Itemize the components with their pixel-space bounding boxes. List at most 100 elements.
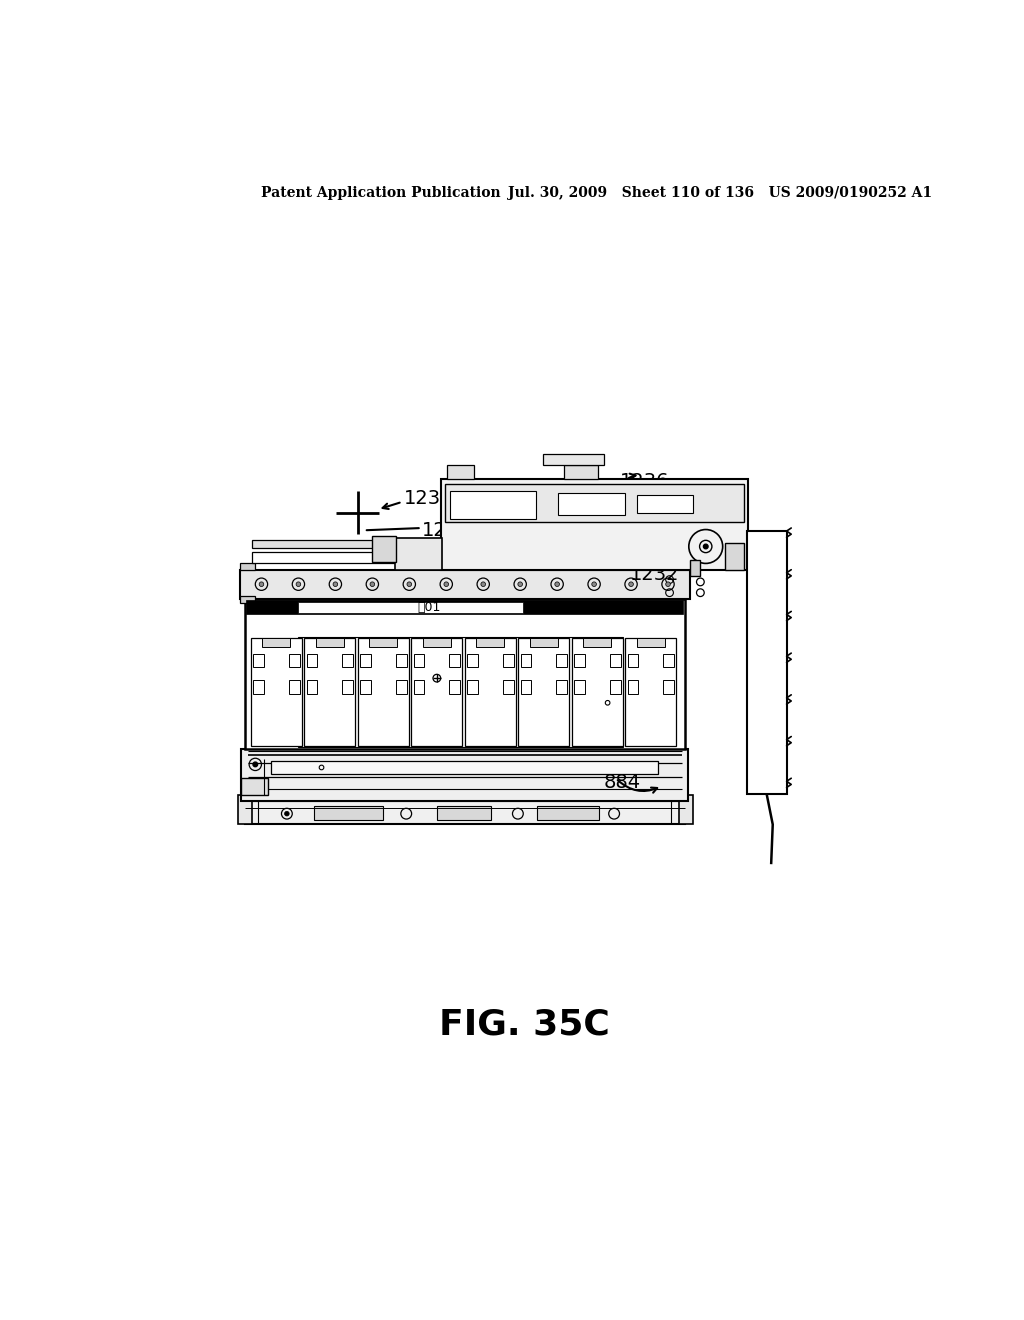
Text: FIG. 35C: FIG. 35C (439, 1007, 610, 1041)
Bar (626, 638, 677, 746)
Bar (628, 680, 638, 693)
Bar (556, 653, 567, 668)
Bar (437, 807, 490, 820)
Bar (556, 680, 567, 693)
Circle shape (481, 582, 485, 586)
Bar (571, 638, 623, 746)
Bar (262, 638, 291, 647)
Bar (239, 795, 252, 825)
Circle shape (333, 582, 338, 586)
Bar (610, 653, 621, 668)
Circle shape (285, 812, 289, 816)
Bar (637, 638, 665, 647)
Text: 1236A: 1236A (422, 521, 484, 540)
Bar (304, 638, 355, 746)
Bar (444, 484, 744, 523)
Circle shape (253, 762, 258, 767)
Bar (242, 779, 268, 795)
Bar (298, 638, 624, 747)
Bar (240, 570, 689, 599)
Bar (342, 680, 353, 693)
Bar (240, 595, 255, 603)
Bar (476, 638, 505, 647)
Circle shape (296, 582, 301, 586)
Bar (450, 653, 460, 668)
Bar (529, 638, 558, 647)
Bar (544, 454, 604, 465)
Bar (251, 638, 302, 746)
Bar (342, 653, 353, 668)
Bar (240, 564, 255, 570)
Bar (372, 536, 396, 562)
Bar (412, 638, 463, 746)
Bar (370, 638, 397, 647)
Text: Jul. 30, 2009   Sheet 110 of 136   US 2009/0190252 A1: Jul. 30, 2009 Sheet 110 of 136 US 2009/0… (508, 186, 932, 201)
Circle shape (592, 582, 596, 586)
Circle shape (259, 582, 264, 586)
Bar (360, 653, 371, 668)
Bar (441, 479, 749, 570)
Bar (414, 680, 424, 693)
Bar (746, 531, 786, 793)
Bar (467, 680, 478, 693)
Bar (315, 638, 344, 647)
Text: 鐰01: 鐰01 (418, 601, 441, 614)
Circle shape (703, 544, 708, 549)
Bar (725, 543, 744, 570)
Text: 1282: 1282 (622, 504, 672, 524)
Text: 1236B: 1236B (403, 490, 467, 508)
Circle shape (407, 582, 412, 586)
Bar (689, 560, 700, 576)
Bar (414, 653, 424, 668)
Bar (289, 653, 300, 668)
Bar (306, 680, 317, 693)
Bar (246, 601, 683, 614)
Bar (574, 653, 585, 668)
Bar (467, 653, 478, 668)
Bar (564, 465, 598, 479)
Text: 884: 884 (604, 772, 641, 792)
Text: 1232: 1232 (630, 565, 679, 583)
Bar (465, 638, 516, 746)
Bar (289, 680, 300, 693)
Bar (450, 680, 460, 693)
Text: Patent Application Publication: Patent Application Publication (261, 186, 501, 201)
Bar (298, 602, 523, 612)
Bar (245, 599, 685, 748)
Bar (503, 653, 514, 668)
Bar (253, 680, 264, 693)
Circle shape (629, 582, 634, 586)
Circle shape (518, 582, 522, 586)
Bar (423, 638, 451, 647)
Circle shape (444, 582, 449, 586)
Bar (451, 491, 537, 519)
Bar (520, 653, 531, 668)
Bar (252, 552, 441, 564)
Bar (610, 680, 621, 693)
Bar (357, 638, 409, 746)
Bar (396, 680, 407, 693)
Circle shape (370, 582, 375, 586)
Bar (245, 801, 685, 825)
Circle shape (666, 582, 671, 586)
Bar (394, 537, 442, 570)
Bar (242, 748, 688, 801)
Bar (313, 807, 383, 820)
Bar (503, 680, 514, 693)
Bar (574, 680, 585, 693)
Bar (664, 680, 674, 693)
Bar (538, 807, 599, 820)
Bar (520, 680, 531, 693)
Bar (252, 540, 441, 548)
Bar (396, 653, 407, 668)
Bar (664, 653, 674, 668)
Bar (679, 795, 692, 825)
Text: 1236: 1236 (620, 473, 669, 491)
Bar (271, 762, 658, 774)
Bar (360, 680, 371, 693)
Bar (628, 653, 638, 668)
Bar (447, 465, 474, 479)
Circle shape (555, 582, 559, 586)
Bar (306, 653, 317, 668)
Bar (558, 494, 626, 515)
